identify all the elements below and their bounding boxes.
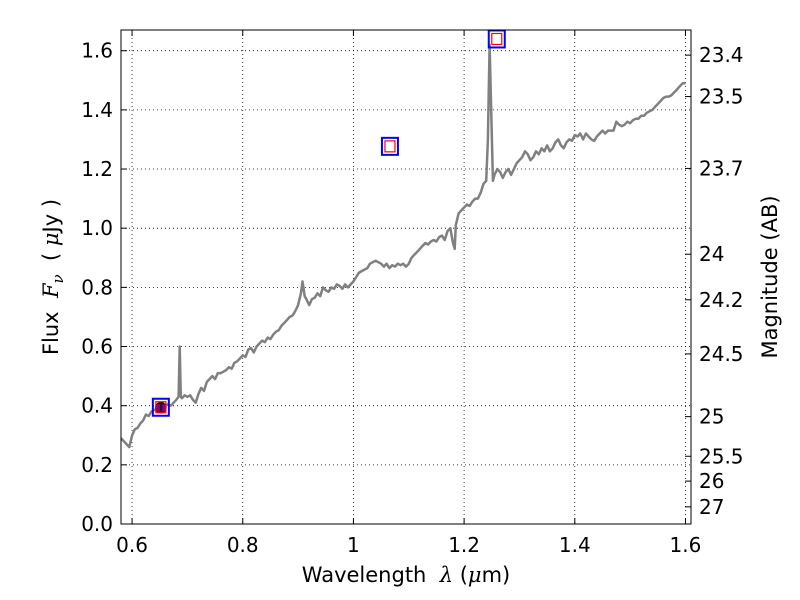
y-tick-label: 1.6 [81, 39, 113, 63]
y2-tick-label: 23.4 [699, 43, 744, 67]
x-tick-label: 0.8 [227, 533, 259, 557]
y-tick-label: 0.2 [81, 453, 113, 477]
spectrum-line [120, 43, 686, 449]
series-layer [120, 43, 686, 449]
photometry-box-inner [491, 32, 503, 46]
y-tick-label: 0.0 [81, 512, 113, 536]
y-tick-label: 0.8 [81, 275, 113, 299]
photometry-box-inner [384, 140, 396, 153]
y2-tick-label: 23.7 [699, 156, 744, 180]
x-tick-label: 1.4 [559, 533, 591, 557]
x-tick-labels: 0.6 0.8 1 1.2 1.4 1.6 [116, 533, 701, 557]
y-axis-title: Flux Fν ( μJy ) [39, 199, 67, 355]
photometry-box-outer [151, 397, 170, 417]
y2-tick-label: 23.5 [699, 85, 744, 109]
y-tick-label: 0.6 [81, 335, 113, 359]
y2-axis-title: Magnitude (AB) [758, 195, 782, 358]
y2-tick-label: 25 [699, 405, 724, 429]
x-tick-label: 0.6 [116, 533, 148, 557]
y-tick-label: 1.2 [81, 157, 113, 181]
x-tick-label: 1 [347, 533, 360, 557]
x-tick-label: 1.6 [670, 533, 702, 557]
y2-tick-label: 26 [699, 469, 724, 493]
marker-layer [151, 29, 506, 417]
y2-tick-label: 25.5 [699, 444, 744, 468]
x-tick-label: 1.2 [448, 533, 480, 557]
y2-tick-label: 24 [699, 242, 724, 266]
y-tick-label: 1.0 [81, 216, 113, 240]
y2-tick-label: 24.5 [699, 342, 744, 366]
y-tick-label: 1.4 [81, 98, 113, 122]
y2-tick-label: 24.2 [699, 288, 744, 312]
y2-tick-label: 27 [699, 495, 724, 519]
x-axis-title: Wavelength λ (μm) [302, 563, 510, 587]
photometry-box-outer [380, 136, 399, 156]
plot-frame [120, 29, 692, 525]
y-tick-labels: 0.0 0.2 0.4 0.6 0.8 1.0 1.2 1.4 1.6 [81, 39, 113, 536]
y-tick-label: 0.4 [81, 394, 113, 418]
photometry-box-inner [155, 401, 167, 414]
